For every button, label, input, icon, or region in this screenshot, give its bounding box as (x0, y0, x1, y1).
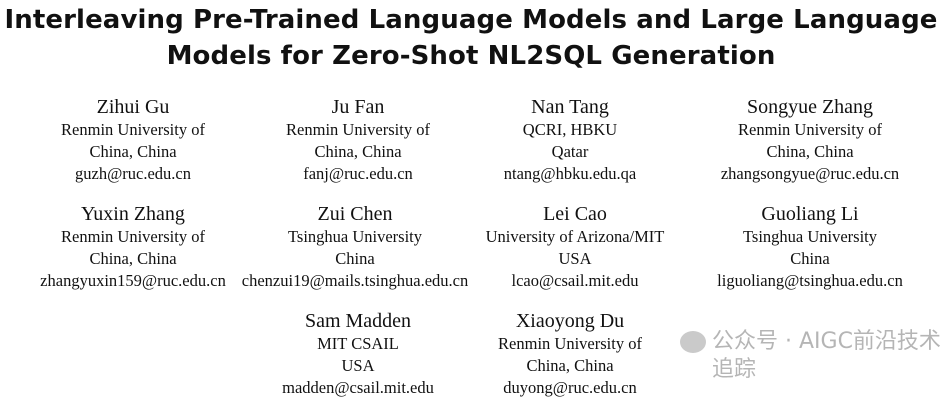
author-name: Nan Tang (531, 96, 609, 118)
author-email: duyong@ruc.edu.cn (503, 378, 637, 397)
author-affiliation: Tsinghua University (287, 227, 423, 246)
author-block: Yuxin Zhang Renmin University of China, Ch… (40, 202, 226, 292)
author-country: USA (341, 356, 375, 375)
author-name: Yuxin Zhang (81, 203, 185, 225)
watermark-text: 公众号 · AIGC前沿技术追踪 (712, 329, 941, 382)
author-email: liguoliang@tsinghua.edu.cn (717, 271, 903, 290)
author-country: China, China (526, 356, 614, 375)
author-country: USA (558, 249, 592, 268)
wechat-icon (680, 331, 706, 353)
author-email: guzh@ruc.edu.cn (75, 164, 191, 183)
author-country: China, China (766, 142, 854, 161)
author-name: Lei Cao (543, 203, 607, 225)
author-affiliation: Renmin University of (286, 120, 430, 139)
author-affiliation: Renmin University of (498, 334, 642, 353)
author-block: Lei Cao University of Arizona/MIT USA lcao@… (486, 202, 665, 292)
title-line-1: Interleaving Pre-Trained Language Models… (4, 5, 938, 35)
title-line-2: Models for Zero-Shot NL2SQL Generation (166, 41, 776, 71)
author-name: Zihui Gu (96, 96, 170, 118)
author-email: ntang@hbku.edu.qa (503, 164, 637, 183)
author-affiliation: QCRI, HBKU (522, 120, 618, 139)
author-name: Zui Chen (317, 203, 393, 225)
author-block: Zui Chen Tsinghua University China chenzui1… (242, 202, 468, 292)
author-email: zhangsongyue@ruc.edu.cn (720, 164, 900, 183)
author-email: madden@csail.mit.edu (282, 378, 434, 397)
author-affiliation: Renmin University of (61, 227, 205, 246)
author-country: China, China (89, 142, 177, 161)
author-affiliation: Renmin University of (738, 120, 882, 139)
author-country: China (790, 249, 830, 268)
author-name: Ju Fan (331, 96, 385, 118)
author-email: fanj@ruc.edu.cn (303, 164, 413, 183)
author-name: Sam Madden (304, 310, 412, 332)
author-block: Guoliang Li Tsinghua University China liguo… (717, 202, 903, 292)
author-name: Xiaoyong Du (515, 310, 625, 332)
author-email: lcao@csail.mit.edu (511, 271, 639, 290)
author-block: Songyue Zhang Renmin University of China, … (721, 95, 899, 185)
author-country: China, China (314, 142, 402, 161)
author-email: chenzui19@mails.tsinghua.edu.cn (241, 271, 469, 290)
author-affiliation: MIT CSAIL (317, 334, 399, 353)
author-block: Nan Tang QCRI, HBKU Qatar ntang@hbku.edu.qa (504, 95, 637, 185)
author-affiliation: Tsinghua University (742, 227, 878, 246)
watermark: 公众号 · AIGC前沿技术追踪 (680, 328, 942, 384)
author-name: Guoliang Li (761, 203, 859, 225)
author-affiliation: University of Arizona/MIT (485, 227, 665, 246)
author-block: Sam Madden MIT CSAIL USA madden@csail.mit.e… (282, 309, 434, 399)
author-country: China (335, 249, 375, 268)
author-block: Zihui Gu Renmin University of China, China… (61, 95, 205, 185)
author-email: zhangyuxin159@ruc.edu.cn (40, 271, 226, 290)
author-affiliation: Renmin University of (61, 120, 205, 139)
author-country: China, China (89, 249, 177, 268)
paper-title: Interleaving Pre-Trained Language Models… (0, 2, 942, 74)
author-block: Xiaoyong Du Renmin University of China, Ch… (498, 309, 642, 399)
author-country: Qatar (551, 142, 589, 161)
author-block: Ju Fan Renmin University of China, China fa… (286, 95, 430, 185)
author-name: Songyue Zhang (746, 96, 874, 118)
